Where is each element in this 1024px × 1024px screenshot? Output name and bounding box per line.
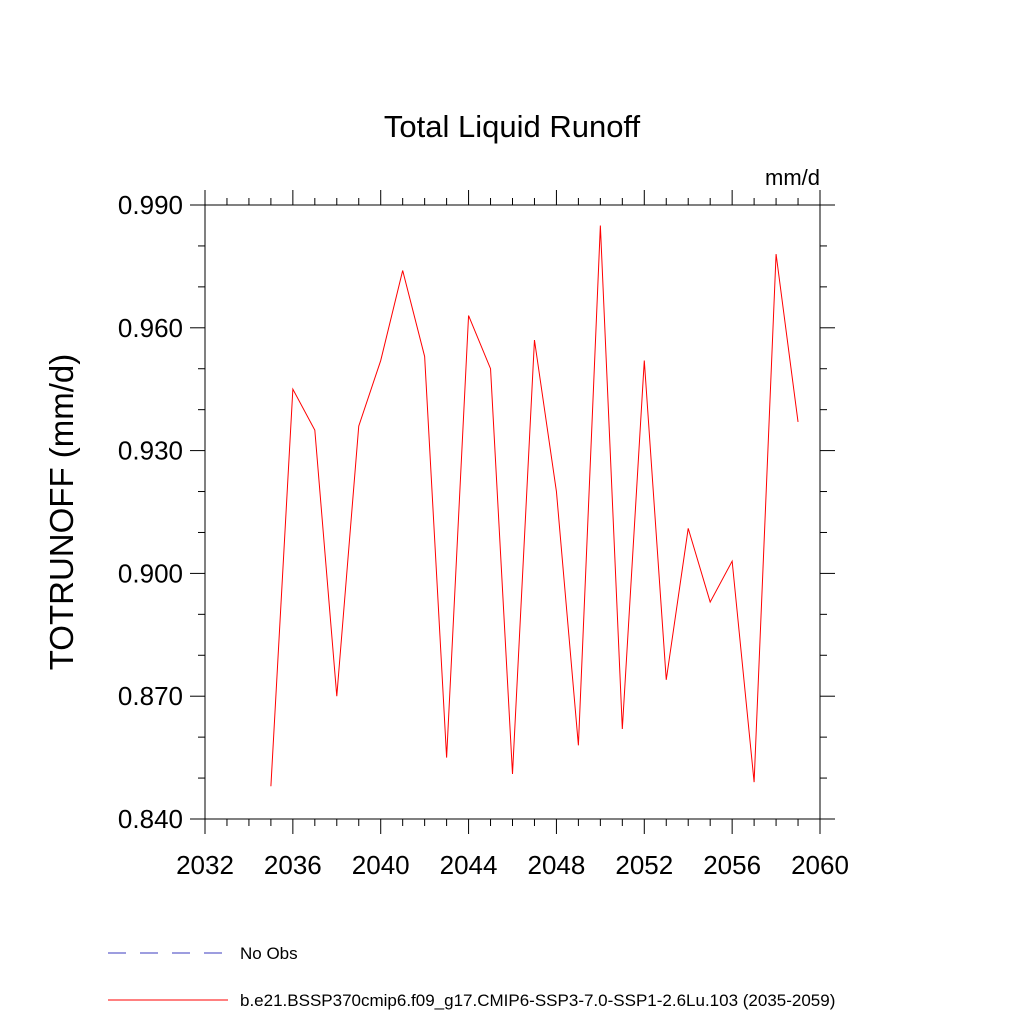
x-tick-label: 2036 xyxy=(264,850,322,880)
x-tick-label: 2048 xyxy=(528,850,586,880)
x-tick-label: 2060 xyxy=(791,850,849,880)
y-tick-label: 0.960 xyxy=(118,313,183,343)
x-tick-label: 2032 xyxy=(176,850,234,880)
units-label: mm/d xyxy=(765,165,820,190)
series-line xyxy=(270,225,799,787)
y-tick-label: 0.900 xyxy=(118,558,183,588)
plot-frame xyxy=(204,204,821,820)
y-tick-label: 0.870 xyxy=(118,681,183,711)
x-tick-label: 2044 xyxy=(440,850,498,880)
axes: 2032 2036 2040 2044 2048 2052 2056 2060 0.840 0.8… xyxy=(118,190,849,880)
x-tick-label: 2040 xyxy=(352,850,410,880)
y-axis-label: TOTRUNOFF (mm/d) xyxy=(43,354,80,671)
y-tick-label: 0.840 xyxy=(118,804,183,834)
series-layer xyxy=(270,225,799,787)
legend-label-run: b.e21.BSSP370cmip6.f09_g17.CMIP6-SSP3-7.… xyxy=(240,991,835,1010)
legend: No Obs b.e21.BSSP370cmip6.f09_g17.CMIP6-… xyxy=(108,944,835,1010)
x-tick-label: 2056 xyxy=(703,850,761,880)
chart-title: Total Liquid Runoff xyxy=(384,109,641,144)
y-tick-label: 0.990 xyxy=(118,190,183,220)
legend-label-no-obs: No Obs xyxy=(240,944,298,963)
x-tick-label: 2052 xyxy=(615,850,673,880)
y-tick-label: 0.930 xyxy=(118,436,183,466)
